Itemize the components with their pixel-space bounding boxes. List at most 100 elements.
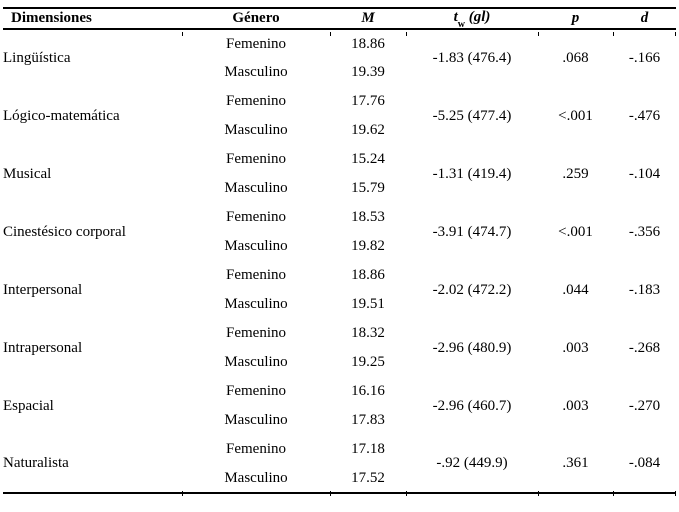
mean-cell: 19.25 (351, 354, 385, 370)
table-row: Musical Femenino 15.24 -1.31 (419.4) .25… (3, 145, 676, 182)
column-divider-tick (406, 491, 407, 496)
dimension-cell: Naturalista (3, 455, 69, 471)
column-divider-tick (182, 32, 183, 36)
header-d-effect: d (613, 8, 676, 30)
gender-cell: Masculino (224, 122, 288, 138)
column-divider-tick (406, 32, 407, 36)
header-p-value: p (538, 8, 613, 30)
d-cell: -.356 (628, 223, 661, 240)
gender-cell: Femenino (226, 267, 286, 283)
d-cell: -.183 (628, 281, 661, 298)
table-row: Lógico-matemática Femenino 17.76 -5.25 (… (3, 87, 676, 124)
column-divider-tick (538, 32, 539, 36)
mean-cell: 16.16 (351, 383, 385, 399)
d-cell: -.268 (628, 339, 661, 356)
header-mean: M (330, 8, 406, 30)
mean-cell: 18.32 (351, 325, 385, 341)
mean-cell: 19.82 (351, 238, 385, 254)
gender-cell: Masculino (224, 64, 288, 80)
header-dimensiones: Dimensiones (3, 8, 182, 30)
header-t-statistic: tw (gl) (406, 8, 538, 30)
d-cell: -.084 (628, 455, 661, 471)
table-row: Cinestésico corporal Femenino 18.53 -3.9… (3, 203, 676, 240)
d-cell: -.104 (628, 165, 661, 182)
t-cell: -1.83 (476.4) (432, 50, 512, 66)
gender-cell: Masculino (224, 296, 288, 312)
column-divider-tick (613, 491, 614, 496)
p-cell: <.001 (558, 223, 593, 240)
table-row: Lingüística Femenino 18.86 -1.83 (476.4)… (3, 29, 676, 66)
p-cell: .003 (562, 339, 589, 356)
gender-cell: Masculino (224, 354, 288, 370)
column-divider-tick (538, 491, 539, 496)
t-cell: -2.96 (480.9) (432, 339, 512, 356)
table-row: Masculino 19.39 (3, 58, 676, 87)
table-row: Masculino 19.82 (3, 232, 676, 261)
mean-cell: 19.51 (351, 296, 385, 312)
dimension-cell: Espacial (3, 397, 54, 414)
t-cell: -5.25 (477.4) (432, 107, 512, 124)
table-row: Masculino 17.52 (3, 464, 676, 493)
p-cell: .003 (562, 397, 589, 414)
column-divider-tick (675, 32, 676, 36)
p-cell: .361 (562, 455, 589, 471)
gender-cell: Femenino (226, 383, 286, 399)
gender-cell: Masculino (224, 238, 288, 254)
table-row: Masculino 17.83 (3, 406, 676, 435)
dimension-cell: Lingüística (3, 50, 71, 66)
column-divider-tick (182, 491, 183, 496)
gender-cell: Femenino (226, 441, 286, 457)
mean-cell: 17.18 (351, 441, 385, 457)
mean-cell: 18.86 (351, 35, 385, 52)
t-cell: -2.96 (460.7) (432, 397, 512, 414)
column-divider-tick (330, 32, 331, 36)
statistics-table-container: Dimensiones Género M tw (gl) p d Lingüís… (3, 7, 676, 496)
t-cell: -1.31 (419.4) (432, 165, 512, 182)
table-row: Masculino 19.62 (3, 116, 676, 145)
dimension-cell: Intrapersonal (3, 339, 83, 356)
p-cell: .044 (562, 281, 589, 298)
column-divider-tick (675, 491, 676, 496)
t-cell: -2.02 (472.2) (432, 281, 512, 298)
table-header-row: Dimensiones Género M tw (gl) p d (3, 8, 676, 30)
d-cell: -.166 (628, 50, 661, 66)
table-row: Interpersonal Femenino 18.86 -2.02 (472.… (3, 261, 676, 298)
gender-cell: Masculino (224, 469, 288, 486)
mean-cell: 18.86 (351, 267, 385, 283)
d-cell: -.270 (628, 397, 661, 414)
mean-cell: 17.76 (351, 93, 385, 109)
p-cell: .068 (562, 50, 589, 66)
p-cell: .259 (562, 165, 589, 182)
column-divider-tick (613, 32, 614, 36)
gender-cell: Femenino (226, 93, 286, 109)
gender-cell: Femenino (226, 209, 286, 225)
p-cell: <.001 (558, 107, 593, 124)
dimension-cell: Lógico-matemática (3, 107, 120, 124)
mean-cell: 19.39 (351, 64, 385, 80)
gender-cell: Femenino (226, 35, 286, 52)
mean-cell: 17.52 (351, 469, 385, 486)
dimension-cell: Cinestésico corporal (3, 223, 126, 240)
gender-cell: Masculino (224, 412, 288, 428)
table-row: Masculino 19.51 (3, 290, 676, 319)
gender-cell: Femenino (226, 151, 286, 167)
gender-cell: Masculino (224, 180, 288, 196)
mean-cell: 17.83 (351, 412, 385, 428)
mean-cell: 15.24 (351, 151, 385, 167)
table-row: Intrapersonal Femenino 18.32 -2.96 (480.… (3, 319, 676, 356)
t-cell: -3.91 (474.7) (432, 223, 512, 240)
table-row: Masculino 15.79 (3, 174, 676, 203)
gender-cell: Femenino (226, 325, 286, 341)
mean-cell: 18.53 (351, 209, 385, 225)
table-row: Espacial Femenino 16.16 -2.96 (460.7) .0… (3, 377, 676, 414)
d-cell: -.476 (628, 107, 661, 124)
t-cell: -.92 (449.9) (436, 455, 508, 471)
table-row: Naturalista Femenino 17.18 -.92 (449.9) … (3, 435, 676, 471)
header-genero: Género (182, 8, 330, 30)
mean-cell: 15.79 (351, 180, 385, 196)
dimension-cell: Interpersonal (3, 281, 83, 298)
table-row: Masculino 19.25 (3, 348, 676, 377)
mean-cell: 19.62 (351, 122, 385, 138)
gender-differences-table: Dimensiones Género M tw (gl) p d Lingüís… (3, 7, 676, 494)
column-divider-tick (330, 491, 331, 496)
